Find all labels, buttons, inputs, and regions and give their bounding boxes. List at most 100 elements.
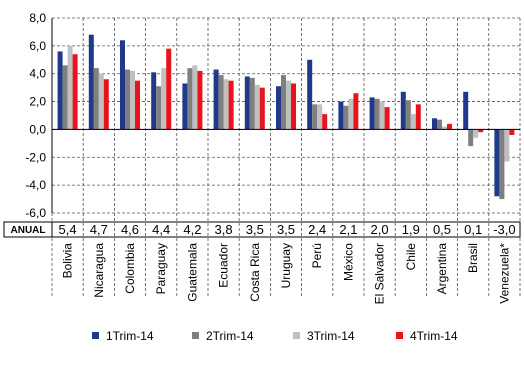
annual-value: 2,4: [308, 222, 326, 237]
bar: [478, 129, 484, 133]
bars: [57, 34, 515, 200]
bar: [374, 98, 380, 130]
bar: [161, 68, 167, 130]
bar: [228, 80, 234, 130]
bar: [62, 65, 68, 130]
bar: [88, 34, 94, 130]
legend-swatch: [293, 332, 300, 339]
bar: [151, 72, 157, 130]
y-tick-label: 2,0: [29, 95, 46, 109]
annual-value: 2,0: [371, 222, 389, 237]
category-label: Uruguay: [279, 243, 293, 288]
bar: [432, 118, 437, 130]
bar: [384, 107, 390, 130]
category-label: Ecuador: [217, 243, 231, 288]
bar: [244, 76, 250, 130]
bar: [494, 129, 500, 197]
bar: [291, 83, 296, 130]
bar: [353, 93, 359, 130]
y-tick-label: -2,0: [25, 150, 46, 164]
bar: [125, 69, 130, 130]
category-label: México: [341, 243, 355, 281]
bar: [249, 77, 255, 130]
bar: [192, 65, 198, 130]
bar: [93, 68, 99, 130]
bar: [437, 119, 442, 130]
annual-value: 3,5: [246, 222, 264, 237]
annual-value: 5,4: [59, 222, 77, 237]
legend-swatch: [396, 332, 403, 339]
category-label: Nicaragua: [92, 243, 106, 298]
y-tick-label: 8,0: [29, 11, 46, 25]
axes: 8,0 6,0 4,0 2,0 0,0 -2,0 -4,0 -6,0: [25, 11, 520, 220]
category-labels: Bolivia Nicaragua Colombia Paraguay Guatemal…: [61, 243, 512, 305]
bar: [130, 70, 135, 130]
y-tick-label: 0,0: [29, 122, 46, 136]
category-label: Perú: [310, 243, 324, 268]
annual-value: 2,1: [339, 222, 357, 237]
annual-value: 4,7: [90, 222, 108, 237]
y-tick-label: -4,0: [25, 178, 46, 192]
annual-row: ANUAL 5,4 4,7 4,6 4,4 4,2 3,8 3,5 3,5 2,4 2,1 2,0 1,…: [3, 221, 521, 238]
bar: [254, 84, 260, 130]
bar: [182, 83, 188, 130]
category-label: Brasil: [466, 243, 480, 273]
legend-label: 1Trim-14: [106, 329, 154, 343]
category-label: Chile: [404, 243, 418, 271]
bar: [223, 79, 229, 130]
bar: [286, 80, 291, 130]
bar: [338, 101, 344, 130]
y-tick-label: 6,0: [29, 39, 46, 53]
annual-value: -3,0: [493, 222, 515, 237]
bar: [259, 87, 265, 130]
bar: [120, 40, 125, 130]
bar: [187, 68, 193, 130]
category-label: Venezuela*: [497, 243, 511, 304]
bar: [473, 129, 479, 138]
bar: [343, 105, 349, 130]
bar: [504, 129, 510, 162]
bar: [369, 97, 375, 130]
bar: [410, 114, 416, 130]
bar: [135, 80, 140, 130]
legend-swatch: [192, 332, 199, 339]
bar: [405, 100, 411, 130]
bar: [463, 91, 469, 130]
y-tick-label: 4,0: [29, 67, 46, 81]
annual-value: 0,5: [433, 222, 451, 237]
legend-label: 3Trim-14: [307, 329, 355, 343]
annual-value: 0,1: [464, 222, 482, 237]
y-tick-label: -6,0: [25, 206, 46, 220]
bar: [98, 73, 104, 130]
legend-label: 2Trim-14: [206, 329, 254, 343]
bar: [67, 45, 73, 130]
bar: [415, 104, 421, 130]
bar: [281, 75, 286, 130]
bar: [307, 59, 313, 130]
bar: [499, 129, 505, 200]
bar: [276, 86, 281, 130]
bar: [166, 48, 172, 130]
bar: [312, 104, 318, 130]
bar: [447, 123, 452, 130]
bar: [317, 104, 323, 130]
bar: [442, 126, 447, 130]
annual-row-label: ANUAL: [11, 225, 46, 236]
annual-value: 4,6: [121, 222, 139, 237]
bar: [213, 69, 219, 130]
bar: [400, 91, 406, 130]
category-label: Costa Rica: [248, 243, 262, 302]
bar: [218, 75, 224, 130]
legend-label: 4Trim-14: [410, 329, 458, 343]
annual-row-box: [3, 221, 521, 238]
annual-value: 4,2: [183, 222, 201, 237]
bar: [322, 114, 328, 130]
category-label: Guatemala: [185, 243, 199, 302]
annual-value: 4,4: [152, 222, 170, 237]
annual-value: 1,9: [402, 222, 420, 237]
annual-value: 3,8: [215, 222, 233, 237]
bar: [379, 101, 385, 130]
category-label: Bolivia: [61, 243, 75, 279]
